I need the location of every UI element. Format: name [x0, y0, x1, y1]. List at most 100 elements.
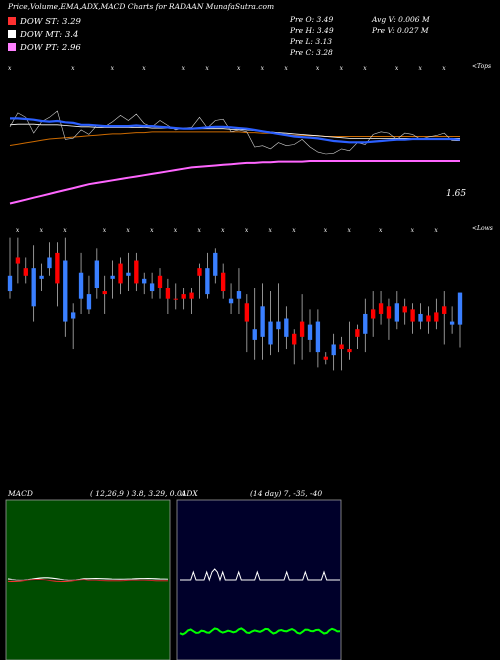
candle-body — [7, 275, 13, 292]
candle-body — [252, 329, 257, 340]
main-price-plot: x x x x x x x x x x x x x x x x x x x x x x x x x x x x x x x x — [7, 65, 463, 371]
legend-label-mt: DOW MT: 3.4 — [19, 30, 78, 40]
candle-body — [402, 306, 407, 313]
candle-body — [220, 272, 226, 292]
ema-long-line — [9, 131, 460, 146]
candle-body — [165, 288, 171, 299]
candle-body — [276, 321, 281, 330]
candle-body — [23, 268, 28, 276]
candle-body — [347, 349, 352, 353]
candle-body — [86, 294, 92, 310]
candle-body — [110, 275, 115, 279]
candle-body — [236, 291, 242, 299]
candle-body — [284, 318, 289, 337]
candle-body — [323, 356, 328, 360]
candle-body — [134, 260, 139, 284]
candle-body — [418, 313, 423, 322]
candle-body — [410, 309, 415, 322]
info-prev-open: Pre O: 3.49 — [289, 15, 333, 24]
candle-body — [457, 292, 463, 325]
adx-line — [180, 568, 340, 582]
info-prev-high: Pre H: 3.49 — [289, 26, 334, 35]
candle-body — [31, 268, 36, 307]
top-marker: x — [142, 65, 146, 72]
ema-mid-line — [9, 123, 460, 139]
top-marker: x — [442, 65, 446, 72]
ema-short-line — [10, 117, 461, 144]
candle-body — [442, 306, 447, 314]
top-marker: x — [8, 65, 12, 72]
candle-body — [426, 315, 431, 322]
info-prev-volume: Pre V: 0.027 M — [371, 26, 429, 35]
candle-body — [307, 324, 313, 340]
low-marker: x — [221, 227, 225, 234]
candle-body — [94, 260, 100, 288]
top-marker: x — [111, 65, 115, 72]
candle-body — [292, 333, 297, 345]
low-marker: x — [103, 227, 107, 234]
candle-body — [149, 283, 155, 292]
candle-body — [15, 257, 21, 264]
macd-line — [7, 577, 169, 581]
candle-body — [102, 291, 107, 295]
candle-body — [55, 252, 60, 284]
legend-label-st: DOW ST: 3.29 — [19, 17, 81, 27]
low-marker: x — [63, 227, 67, 234]
candle-body — [386, 306, 392, 319]
low-marker: x — [16, 227, 20, 234]
legend-swatch-pt — [8, 43, 16, 51]
candle-body — [78, 272, 84, 299]
chart-title: Price,Volume,EMA,ADX,MACD Charts for RAD… — [7, 2, 274, 11]
macd-label: MACD — [7, 489, 33, 498]
top-marker: x — [340, 65, 344, 72]
tops-marker: <Tops — [472, 63, 491, 70]
candle-body — [197, 268, 202, 276]
candle-body — [47, 257, 52, 269]
top-marker: x — [395, 65, 399, 72]
low-marker: x — [292, 227, 296, 234]
low-marker: x — [269, 227, 273, 234]
candle-body — [449, 321, 455, 325]
top-marker: x — [316, 65, 320, 72]
candle-body — [181, 294, 186, 299]
candle-body — [189, 292, 194, 299]
legend-swatch-mt — [8, 30, 16, 38]
top-marker: x — [363, 65, 367, 72]
low-marker: x — [411, 227, 415, 234]
legend-swatch-st — [8, 17, 16, 25]
macd-plot — [7, 577, 169, 583]
candle-body — [157, 275, 163, 288]
close-price-line — [9, 110, 460, 155]
candle-body — [299, 321, 305, 337]
candle-body — [378, 303, 384, 314]
candle-body — [363, 313, 368, 334]
adx-label: ADX — [180, 489, 198, 498]
lows-marker: <Lows — [472, 225, 493, 232]
candle-body — [126, 272, 131, 276]
candle-body — [173, 298, 178, 300]
low-marker: x — [174, 227, 178, 234]
ema-pt-line — [9, 160, 460, 205]
candle-body — [260, 306, 265, 337]
candle-body — [244, 303, 250, 322]
candle-body — [118, 263, 123, 284]
candle-body — [213, 252, 218, 276]
candle-body — [331, 344, 336, 356]
info-avg-volume: Avg V: 0.006 M — [371, 15, 430, 24]
top-marker: x — [71, 65, 75, 72]
candle-body — [434, 312, 439, 322]
macd-params: ( 12,26,9 ) 3.8, 3.29, 0.01 — [90, 489, 187, 498]
low-marker: x — [245, 227, 249, 234]
candle-body — [315, 321, 321, 353]
low-marker: x — [197, 227, 201, 234]
candle-body — [339, 344, 344, 350]
adx-plot — [179, 568, 341, 636]
candle-body — [142, 278, 147, 284]
top-marker: x — [419, 65, 423, 72]
candle-body — [394, 303, 400, 322]
legend-label-pt: DOW PT: 2.96 — [19, 43, 81, 53]
candle-body — [355, 329, 360, 337]
low-marker: x — [379, 227, 383, 234]
low-marker: x — [150, 227, 154, 234]
